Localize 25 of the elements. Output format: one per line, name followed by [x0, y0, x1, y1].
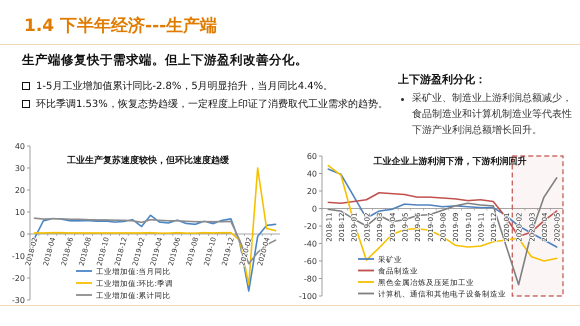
y-tick-label: 40	[306, 170, 317, 178]
y-tick-label: 20	[306, 187, 317, 196]
y-tick-label: -30	[12, 296, 25, 305]
y-tick-label: 10	[14, 208, 25, 217]
text: 1-5月工业增加值累计同比-2.8%，5月明显抬升，当月同比4.4%。	[36, 80, 334, 93]
y-tick-label: 40	[14, 142, 25, 151]
y-tick-label: -20	[12, 274, 25, 283]
y-tick-label: -10	[12, 252, 25, 261]
text: 工业生产复苏速度较快，但环比速度趋缓	[66, 155, 230, 166]
y-tick-label: 0	[312, 204, 317, 214]
text: 上下游盈利分化：	[398, 72, 486, 87]
y-tick-label: -60	[304, 257, 317, 266]
y-tick-label: -100	[298, 292, 317, 301]
text: 环比季调1.53%，恢复态势趋缓，一定程度上印证了消费取代工业需求的趋势。	[36, 98, 388, 111]
y-tick-label: 30	[14, 164, 25, 173]
y-tick-label: -40	[304, 240, 317, 248]
y-tick-label: 20	[14, 186, 25, 195]
y-tick-label: 60	[306, 152, 317, 161]
text: 采矿业、制造业上游利润总额减少，食品制造业和计算机制造业等代表性下游产业利润总额增长回升。	[412, 92, 572, 138]
y-tick-label: 0	[20, 230, 25, 239]
text: 1.4 下半年经济---生产端	[24, 15, 218, 37]
chart-title: 工业企业上游利润下滑，下游利润回升	[372, 156, 526, 167]
y-tick-label: -20	[304, 222, 317, 231]
text: 生产端修复快于需求端。但上下游盈利改善分化。	[22, 52, 308, 69]
y-tick-label: -80	[304, 274, 317, 284]
